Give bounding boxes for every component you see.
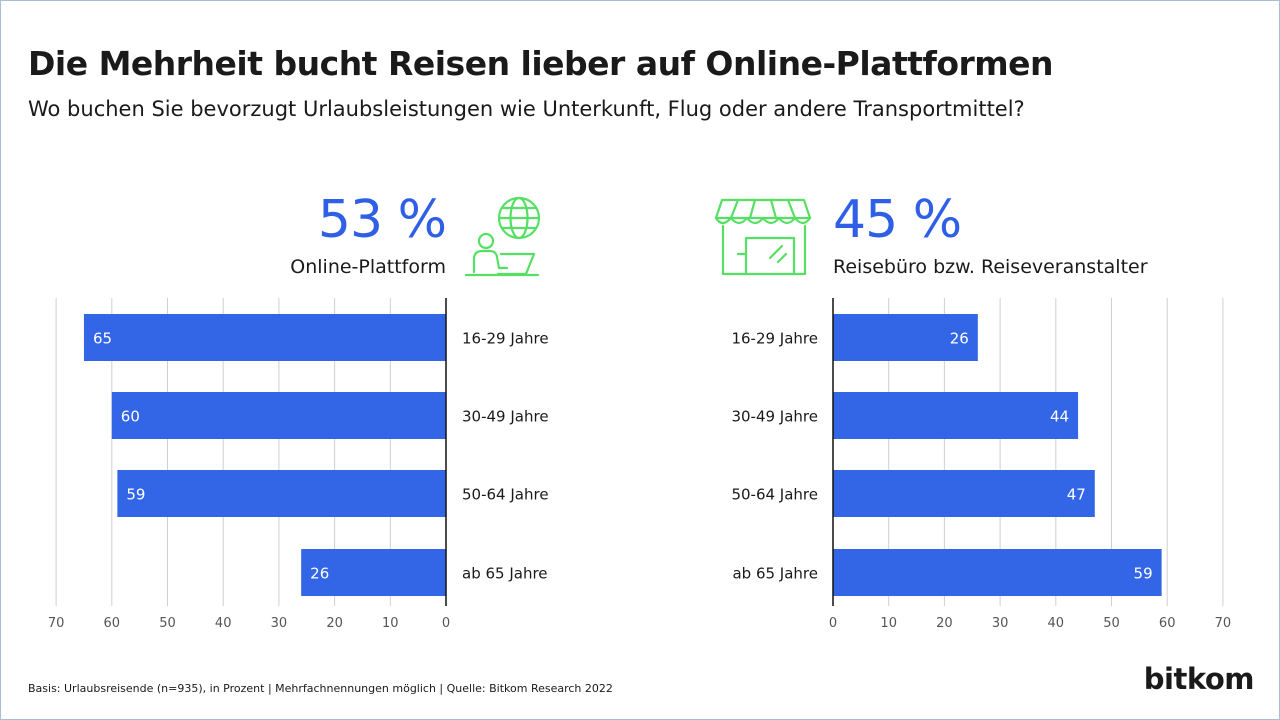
online-value-label: 65 [93,330,112,348]
agency-category-label: ab 65 Jahre [732,565,818,583]
online-value-label: 59 [126,486,145,504]
online-value-label: 26 [310,565,329,583]
agency-tick-label: 20 [936,616,953,631]
source-footnote: Basis: Urlaubsreisende (n=935), in Proze… [28,682,613,695]
agency-value-label: 59 [1134,565,1153,583]
agency-tick-label: 30 [992,616,1009,631]
online-tick-label: 60 [104,616,121,631]
chart-title: Die Mehrheit bucht Reisen lieber auf Onl… [28,44,1054,83]
agency-bar [833,470,1095,517]
online-value-label: 60 [121,408,140,426]
agency-category-label: Reisebüro bzw. Reiseveranstalter [833,256,1148,278]
agency-bar [833,392,1079,439]
online-category-label: 30-49 Jahre [462,408,549,426]
chart-subtitle: Wo buchen Sie bevorzugt Urlaubsleistunge… [28,97,1025,121]
agency-tick-label: 10 [880,616,897,631]
online-category-label: Online-Plattform [290,256,446,278]
agency-value-label: 26 [950,330,969,348]
storefront-icon [714,196,812,278]
agency-category-label: 16-29 Jahre [731,330,818,348]
online-tick-label: 10 [382,616,399,631]
online-tick-label: 40 [215,616,232,631]
online-tick-label: 70 [48,616,65,631]
online-tick-label: 20 [326,616,343,631]
agency-bar [833,549,1162,596]
bitkom-logo: bitkom [1143,662,1255,696]
agency-category-label: 30-49 Jahre [731,408,818,426]
agency-tick-label: 50 [1103,616,1120,631]
online-bar [111,392,447,439]
person-laptop-globe-icon [462,196,542,278]
agency-category-label: 50-64 Jahre [731,486,818,504]
agency-tick-label: 70 [1215,616,1232,631]
agency-tick-label: 40 [1048,616,1065,631]
online-bar [83,314,446,361]
agency-headline-percent: 45 % [833,190,962,250]
online-bar [301,549,446,596]
online-tick-label: 30 [271,616,288,631]
agency-value-label: 47 [1067,486,1086,504]
online-category-label: ab 65 Jahre [462,565,548,583]
agency-tick-label: 0 [829,616,837,631]
online-headline-percent: 53 % [317,190,447,250]
online-category-label: 16-29 Jahre [462,330,549,348]
online-bar [117,470,447,517]
agency-value-label: 44 [1050,408,1069,426]
online-tick-label: 0 [442,616,450,631]
agency-bar [833,314,978,361]
agency-tick-label: 60 [1159,616,1176,631]
online-tick-label: 50 [159,616,176,631]
online-category-label: 50-64 Jahre [462,486,549,504]
